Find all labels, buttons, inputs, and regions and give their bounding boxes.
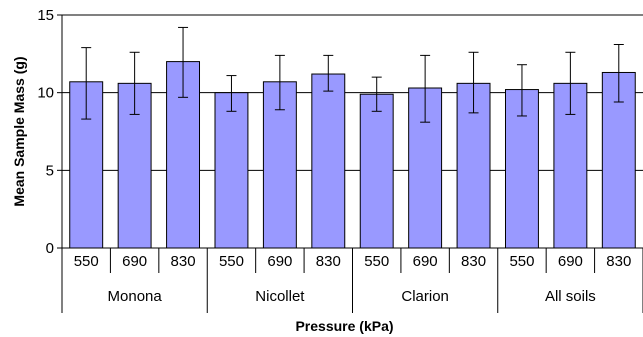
y-axis-title: Mean Sample Mass (g)	[11, 56, 27, 206]
category-label: 690	[413, 253, 438, 270]
y-tick-label: 5	[46, 162, 54, 179]
category-label: 830	[316, 253, 341, 270]
y-tick-label: 0	[46, 240, 54, 257]
category-label: 550	[74, 253, 99, 270]
labels: 0 5 10 15 550 690 830 550 690 830 550 690 830 550 690 8…	[37, 7, 631, 305]
category-label: 830	[171, 253, 196, 270]
category-label: 690	[267, 253, 292, 270]
axes	[57, 14, 643, 313]
bar	[214, 92, 249, 249]
bar	[359, 93, 394, 249]
group-label: Monona	[108, 288, 163, 305]
category-label: 690	[122, 253, 147, 270]
category-label: 690	[558, 253, 583, 270]
category-label: 550	[509, 253, 534, 270]
category-label: 830	[606, 253, 631, 270]
gridlines	[62, 14, 643, 171]
group-label: Nicollet	[255, 288, 305, 305]
category-label: 550	[219, 253, 244, 270]
category-label: 830	[461, 253, 486, 270]
y-tick-label: 15	[37, 7, 54, 24]
bar	[311, 73, 346, 249]
group-label: Clarion	[401, 288, 449, 305]
group-label: All soils	[545, 288, 596, 305]
y-tick-label: 10	[37, 85, 54, 102]
x-axis-title: Pressure (kPa)	[295, 318, 393, 334]
bars	[69, 26, 636, 249]
category-label: 550	[364, 253, 389, 270]
